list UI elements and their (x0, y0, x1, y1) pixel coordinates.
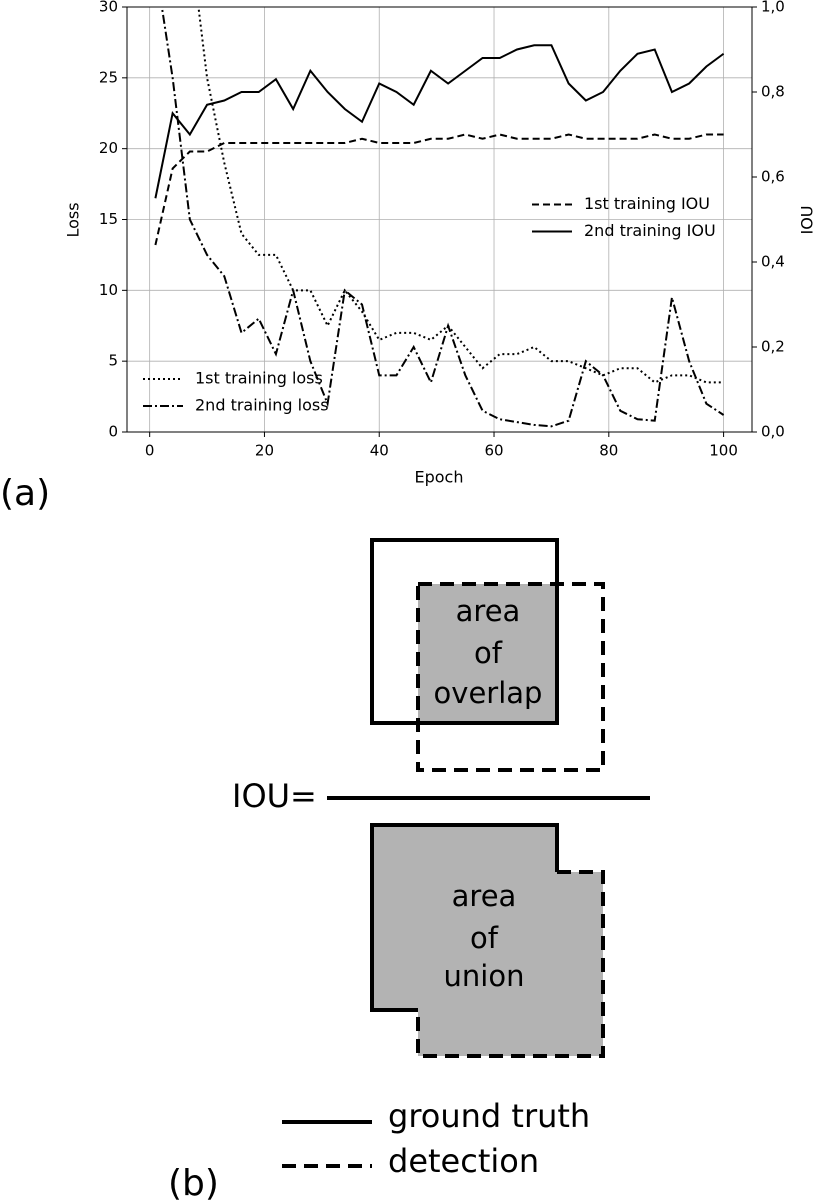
overlap-text: area (456, 594, 521, 628)
y-tick-label: 5 (108, 352, 118, 370)
x-tick-label: 100 (709, 442, 738, 460)
y2-tick-label: 1,0 (761, 0, 785, 16)
y2-tick-label: 0,0 (761, 423, 785, 441)
iou-lhs: IOU= (232, 777, 317, 815)
union-dashed-edge (416, 870, 605, 1058)
x-tick-label: 60 (484, 442, 503, 460)
overlap-text: of (474, 636, 503, 670)
y-tick-label: 15 (99, 210, 118, 228)
plot-area (154, 7, 725, 428)
overlap-text: overlap (434, 676, 543, 710)
series-line (154, 133, 724, 246)
x-tick-label: 0 (145, 442, 155, 460)
y2-tick-label: 0,8 (761, 83, 785, 101)
y-axis-label: Loss (64, 202, 83, 237)
panel-label: (b) (168, 1163, 219, 1204)
x-tick-label: 20 (255, 442, 274, 460)
x-axis-label: Epoch (415, 468, 464, 487)
legend-text: detection (388, 1142, 539, 1180)
y-tick-label: 30 (99, 0, 118, 16)
legend-label: 1st training IOU (584, 194, 710, 213)
legend-text: ground truth (388, 1097, 590, 1135)
x-tick-label: 80 (599, 442, 618, 460)
ground-truth-box (370, 538, 559, 725)
union-solid-edge (370, 823, 559, 1012)
series-line (154, 44, 725, 199)
union-text: union (444, 959, 525, 993)
legend-label: 2nd training IOU (584, 221, 716, 240)
legend-label: 2nd training loss (195, 396, 329, 415)
series-line (197, 7, 724, 384)
union-text: area (452, 879, 517, 913)
detection-box (416, 582, 605, 772)
panel-label: (a) (0, 473, 50, 514)
y2-tick-label: 0,2 (761, 338, 785, 356)
plot-frame (126, 6, 753, 433)
y-tick-label: 20 (99, 139, 118, 157)
y2-axis-label: IOU (798, 205, 815, 234)
union-area (372, 825, 603, 1056)
overlap-area (418, 584, 557, 723)
y2-tick-label: 0,4 (761, 253, 785, 271)
y2-tick-label: 0,6 (761, 168, 785, 186)
x-tick-label: 40 (370, 442, 389, 460)
y-tick-label: 25 (99, 68, 118, 86)
y-tick-label: 10 (99, 281, 118, 299)
y-tick-label: 0 (108, 423, 118, 441)
series-line (160, 7, 725, 428)
legend-label: 1st training loss (195, 369, 323, 388)
diagram (282, 538, 650, 1168)
union-text: of (470, 921, 499, 955)
